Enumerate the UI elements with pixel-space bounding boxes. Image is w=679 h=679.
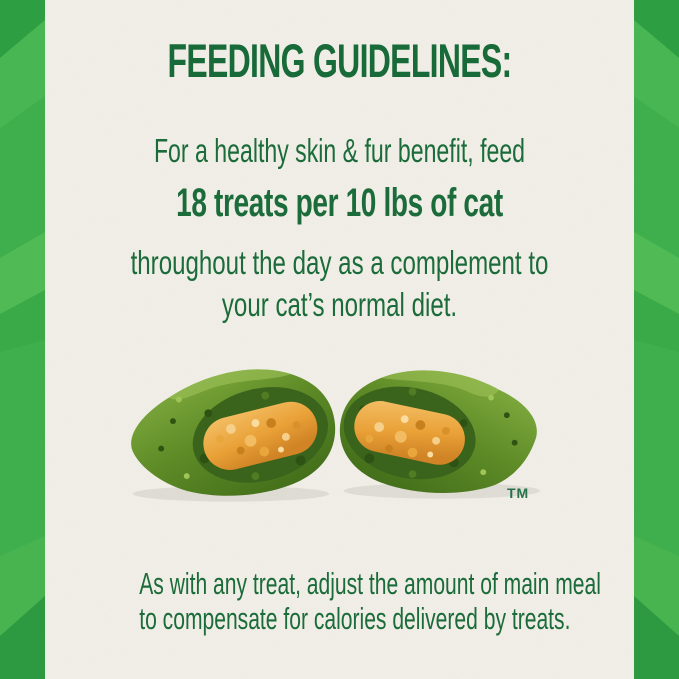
frame-bar-right xyxy=(634,0,679,679)
frame-bar-left xyxy=(0,0,45,679)
trademark-symbol: TM xyxy=(507,485,530,501)
treat-halves-photo xyxy=(118,351,550,503)
feeding-detail-line2: your cat’s normal diet. xyxy=(221,286,458,323)
feeding-intro-text: For a healthy skin & fur benefit, feed xyxy=(153,132,526,169)
feeding-dosage-text: 18 treats per 10 lbs of cat xyxy=(176,181,503,225)
footnote-line2: to compensate for calories delivered by … xyxy=(139,601,571,636)
footnote-line1: As with any treat, adjust the amount of … xyxy=(139,566,601,601)
feeding-detail-line1: throughout the day as a complement to xyxy=(130,244,549,281)
treat-left-half xyxy=(130,369,335,496)
panel-title: FEEDING GUIDELINES: xyxy=(167,34,513,87)
panel-content: FEEDING GUIDELINES: For a healthy skin &… xyxy=(45,0,634,679)
treat-right-half xyxy=(339,370,537,494)
